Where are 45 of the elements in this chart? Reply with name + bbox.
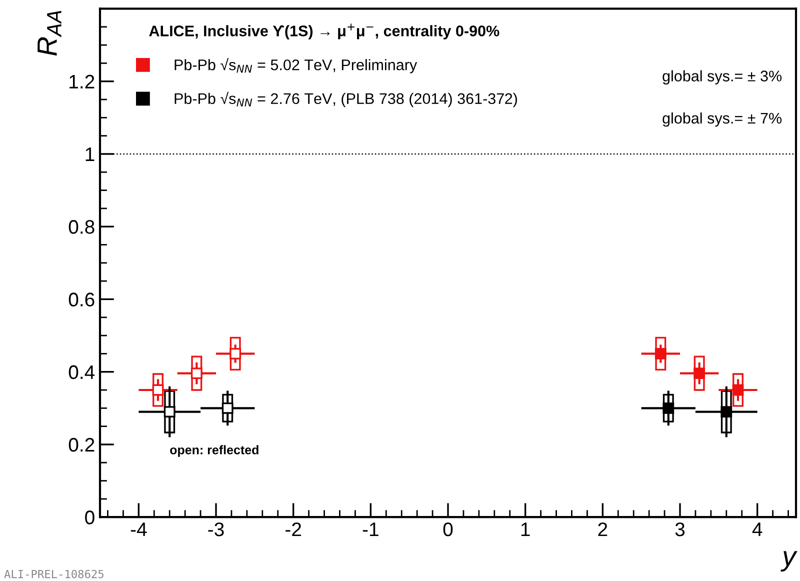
annotation: open: reflected	[170, 445, 258, 457]
y-tick-label: 0.8	[68, 220, 94, 234]
bar	[230, 336, 241, 370]
y-tick-label: 0.6	[68, 292, 94, 306]
point	[190, 368, 202, 379]
bar	[222, 394, 234, 422]
text: ALI-PREL-108625	[4, 570, 104, 578]
point	[654, 348, 666, 360]
point	[222, 402, 234, 414]
bar	[655, 336, 666, 370]
y-tick-label: 0.4	[68, 365, 95, 380]
x-tick-label: -1	[362, 522, 378, 536]
text: ALICE, Inclusive ϒ(1S) → μ$^{+}$μ$^{−}$, centrality 0-90%	[149, 24, 500, 40]
x-tick-label: 3	[675, 522, 685, 536]
x-tick-label: -2	[286, 522, 302, 536]
y-axis-title: R$_{AA}$	[38, 10, 62, 56]
bar	[720, 390, 732, 434]
bar	[662, 394, 674, 422]
annotation: global sys.= ± 3%	[662, 70, 782, 84]
x-tick-label: 1	[521, 522, 530, 536]
x-axis-title: y	[780, 551, 798, 572]
point	[164, 406, 176, 418]
point	[720, 406, 732, 418]
bar	[164, 390, 176, 434]
point	[662, 402, 674, 414]
y-tick-label: 1	[86, 148, 94, 162]
y-tick-label: 0.2	[68, 438, 94, 452]
bar	[191, 356, 202, 391]
x-tick-label: 2	[598, 522, 608, 536]
bar	[732, 373, 744, 407]
legend-label: Pb-Pb √s$_{NN}$ = 5.02 TeV, Preliminary	[174, 58, 418, 74]
y-tick-label: 0	[85, 510, 94, 524]
bar	[152, 373, 164, 407]
x-tick-label: 4	[752, 522, 762, 536]
legend-label: Pb-Pb √s$_{NN}$ = 2.76 TeV, (PLB 738 (2014) 361-372)	[174, 92, 517, 108]
x-tick-label: -4	[130, 522, 147, 536]
point	[152, 384, 164, 396]
annotation: global sys.= ± 7%	[662, 112, 782, 127]
x-tick-label: 0	[443, 522, 453, 536]
y-tick-label: 1.2	[70, 74, 94, 88]
point	[732, 384, 744, 396]
point	[694, 368, 706, 379]
point	[230, 348, 242, 360]
bar	[694, 356, 705, 391]
x-tick-label: -3	[208, 522, 224, 536]
